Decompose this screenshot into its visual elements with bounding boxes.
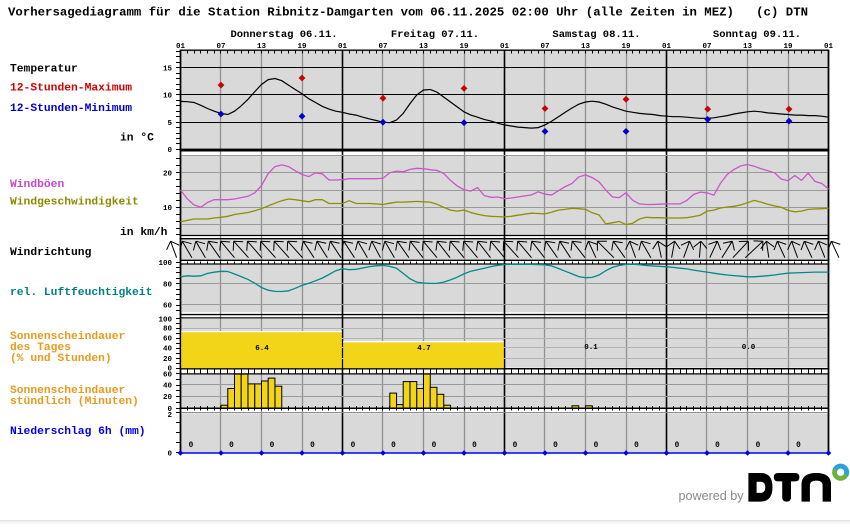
svg-text:20: 20 bbox=[163, 356, 173, 364]
svg-text:15: 15 bbox=[163, 65, 173, 73]
svg-text:0: 0 bbox=[351, 442, 356, 450]
svg-text:0: 0 bbox=[594, 442, 599, 450]
svg-text:01: 01 bbox=[824, 43, 834, 51]
svg-text:0: 0 bbox=[675, 442, 680, 450]
svg-text:0: 0 bbox=[270, 442, 275, 450]
svg-text:0: 0 bbox=[189, 442, 194, 450]
svg-text:0: 0 bbox=[634, 442, 639, 450]
svg-text:01: 01 bbox=[338, 43, 348, 51]
svg-text:0: 0 bbox=[167, 451, 172, 459]
svg-text:60: 60 bbox=[163, 302, 173, 310]
svg-text:13: 13 bbox=[743, 43, 753, 51]
svg-text:07: 07 bbox=[378, 43, 387, 51]
svg-text:6.4: 6.4 bbox=[255, 345, 269, 353]
svg-text:0: 0 bbox=[167, 406, 172, 414]
svg-text:Niederschlag 6h (mm): Niederschlag 6h (mm) bbox=[10, 426, 146, 438]
svg-text:0: 0 bbox=[472, 442, 477, 450]
svg-text:Sonntag 09.11.: Sonntag 09.11. bbox=[713, 29, 801, 41]
svg-text:in °C: in °C bbox=[120, 133, 154, 145]
svg-text:2: 2 bbox=[167, 412, 172, 420]
svg-text:powered by: powered by bbox=[679, 489, 745, 503]
svg-text:Windböen: Windböen bbox=[10, 179, 64, 191]
svg-text:80: 80 bbox=[163, 281, 173, 289]
svg-text:0: 0 bbox=[391, 442, 396, 450]
svg-text:01: 01 bbox=[662, 43, 672, 51]
svg-text:12-Stunden-Minimum: 12-Stunden-Minimum bbox=[10, 103, 132, 115]
svg-text:13: 13 bbox=[257, 43, 267, 51]
svg-text:19: 19 bbox=[783, 43, 793, 51]
svg-text:13: 13 bbox=[419, 43, 429, 51]
svg-text:Samstag 08.11.: Samstag 08.11. bbox=[552, 29, 640, 41]
svg-text:in km/h: in km/h bbox=[120, 227, 168, 239]
svg-text:60: 60 bbox=[163, 372, 173, 380]
svg-text:0: 0 bbox=[513, 442, 518, 450]
svg-text:19: 19 bbox=[621, 43, 631, 51]
svg-text:0.0: 0.0 bbox=[742, 344, 756, 352]
svg-text:07: 07 bbox=[702, 43, 711, 51]
svg-text:40: 40 bbox=[163, 346, 173, 354]
svg-text:07: 07 bbox=[540, 43, 549, 51]
svg-text:60: 60 bbox=[163, 336, 173, 344]
svg-text:20: 20 bbox=[163, 171, 173, 179]
svg-text:Temperatur: Temperatur bbox=[10, 63, 78, 75]
svg-text:80: 80 bbox=[163, 326, 173, 334]
svg-text:19: 19 bbox=[297, 43, 307, 51]
svg-text:0: 0 bbox=[553, 442, 558, 450]
svg-text:12-Stunden-Maximum: 12-Stunden-Maximum bbox=[10, 83, 132, 95]
svg-text:des Tages: des Tages bbox=[10, 342, 71, 354]
svg-text:Sonnenscheindauer: Sonnenscheindauer bbox=[10, 385, 125, 397]
svg-text:100: 100 bbox=[158, 260, 172, 268]
svg-text:100: 100 bbox=[158, 316, 172, 324]
svg-text:0: 0 bbox=[229, 442, 234, 450]
svg-text:0: 0 bbox=[167, 147, 172, 155]
svg-text:4.7: 4.7 bbox=[417, 345, 431, 353]
svg-text:Freitag 07.11.: Freitag 07.11. bbox=[391, 29, 479, 41]
svg-text:Vorhersagediagramm für die Sta: Vorhersagediagramm für die Station Ribni… bbox=[8, 6, 808, 20]
svg-text:0: 0 bbox=[432, 442, 437, 450]
svg-text:Donnerstag 06.11.: Donnerstag 06.11. bbox=[230, 29, 337, 41]
svg-text:Windrichtung: Windrichtung bbox=[10, 247, 92, 259]
svg-text:Windgeschwindigkeit: Windgeschwindigkeit bbox=[10, 197, 139, 209]
svg-text:(% und Stunden): (% und Stunden) bbox=[10, 353, 112, 365]
svg-text:0.1: 0.1 bbox=[584, 344, 598, 352]
svg-text:0: 0 bbox=[167, 366, 172, 374]
svg-text:0: 0 bbox=[756, 442, 761, 450]
svg-text:20: 20 bbox=[163, 394, 173, 402]
svg-text:01: 01 bbox=[176, 43, 186, 51]
svg-text:rel. Luftfeuchtigkeit: rel. Luftfeuchtigkeit bbox=[10, 287, 152, 299]
svg-text:0: 0 bbox=[715, 442, 720, 450]
svg-text:stündlich (Minuten): stündlich (Minuten) bbox=[10, 396, 139, 408]
svg-text:01: 01 bbox=[500, 43, 510, 51]
svg-text:19: 19 bbox=[459, 43, 469, 51]
svg-text:0: 0 bbox=[796, 442, 801, 450]
svg-text:10: 10 bbox=[163, 205, 173, 213]
svg-text:0: 0 bbox=[310, 442, 315, 450]
svg-text:10: 10 bbox=[163, 93, 173, 101]
svg-text:5: 5 bbox=[167, 120, 172, 128]
svg-text:07: 07 bbox=[216, 43, 225, 51]
svg-text:13: 13 bbox=[581, 43, 591, 51]
svg-text:40: 40 bbox=[163, 383, 173, 391]
svg-text:Sonnenscheindauer: Sonnenscheindauer bbox=[10, 331, 125, 343]
